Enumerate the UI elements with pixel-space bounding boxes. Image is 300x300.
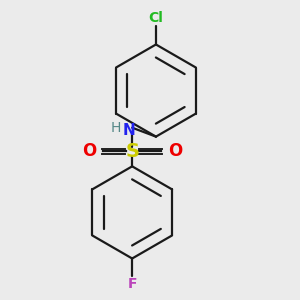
Text: Cl: Cl: [148, 11, 164, 25]
Text: O: O: [82, 142, 97, 160]
Text: S: S: [125, 142, 139, 161]
Text: N: N: [122, 123, 135, 138]
Text: O: O: [168, 142, 182, 160]
Text: F: F: [128, 277, 137, 291]
Text: H: H: [111, 121, 121, 135]
